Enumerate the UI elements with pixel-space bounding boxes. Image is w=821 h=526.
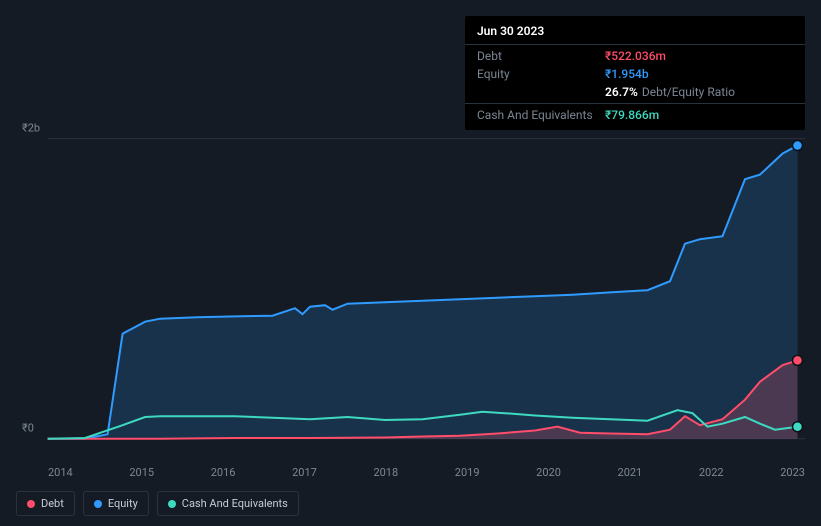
chart-svg xyxy=(16,125,805,466)
tooltip-row-equity: Equity ₹1.954b xyxy=(465,65,805,83)
x-tick: 2015 xyxy=(129,466,154,482)
tooltip-label: Debt xyxy=(477,49,605,63)
x-tick: 2017 xyxy=(292,466,317,482)
x-tick: 2019 xyxy=(455,466,480,482)
tooltip-row-cash: Cash And Equivalents ₹79.866m xyxy=(465,106,805,124)
x-tick: 2018 xyxy=(373,466,398,482)
divider xyxy=(465,103,805,104)
legend-swatch xyxy=(27,500,35,508)
x-tick: 2023 xyxy=(780,466,805,482)
legend-label: Equity xyxy=(108,497,138,510)
tooltip-label: Equity xyxy=(477,67,605,81)
tooltip-row-ratio: 26.7% Debt/Equity Ratio xyxy=(465,83,805,101)
ratio-value: 26.7% xyxy=(605,85,638,99)
tooltip-value: ₹1.954b xyxy=(605,67,649,81)
x-tick: 2021 xyxy=(618,466,643,482)
legend-item-cash-and-equivalents[interactable]: Cash And Equivalents xyxy=(157,491,299,516)
tooltip-row-debt: Debt ₹522.036m xyxy=(465,47,805,65)
chart-tooltip: Jun 30 2023 Debt ₹522.036m Equity ₹1.954… xyxy=(465,16,805,130)
divider xyxy=(465,44,805,45)
ratio-suffix: Debt/Equity Ratio xyxy=(642,85,735,99)
x-axis-labels: 2014 2015 2016 2017 2018 2019 2020 2021 2022 2023 xyxy=(48,466,805,482)
legend-item-equity[interactable]: Equity xyxy=(83,491,149,516)
legend-swatch xyxy=(168,500,176,508)
chart-plot-area[interactable] xyxy=(16,125,805,466)
legend-swatch xyxy=(94,500,102,508)
legend-label: Debt xyxy=(41,497,64,510)
x-tick: 2020 xyxy=(536,466,561,482)
tooltip-value: ₹79.866m xyxy=(605,108,659,122)
x-tick: 2022 xyxy=(699,466,724,482)
x-tick: 2014 xyxy=(48,466,73,482)
tooltip-value: ₹522.036m xyxy=(605,49,666,63)
legend: Debt Equity Cash And Equivalents xyxy=(16,491,299,516)
tooltip-label: Cash And Equivalents xyxy=(477,108,605,122)
x-tick: 2016 xyxy=(211,466,236,482)
tooltip-date: Jun 30 2023 xyxy=(465,22,805,42)
legend-label: Cash And Equivalents xyxy=(182,497,288,510)
legend-item-debt[interactable]: Debt xyxy=(16,491,75,516)
